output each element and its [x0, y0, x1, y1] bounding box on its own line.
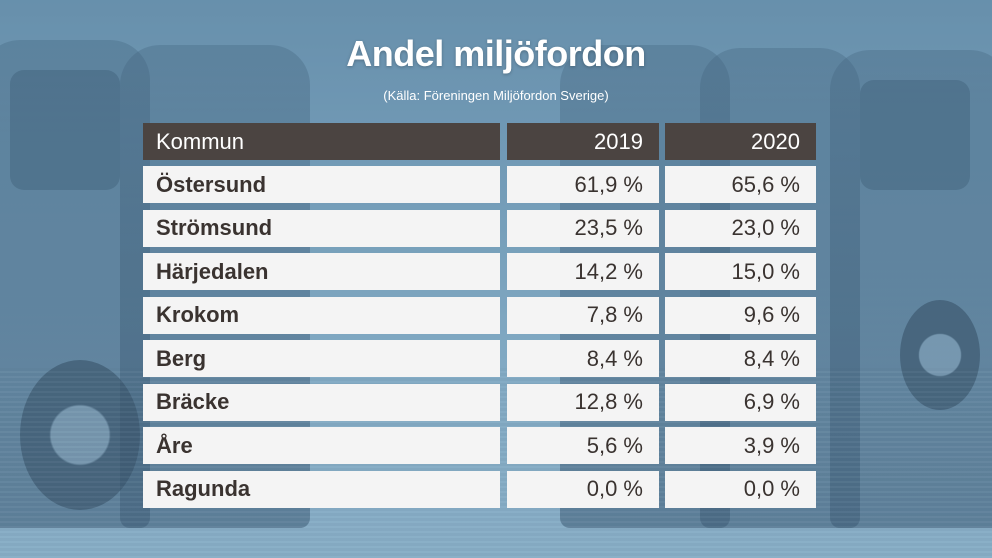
table-cell-kommun: Härjedalen	[143, 253, 500, 290]
car-silhouette	[830, 50, 992, 528]
table-cell-kommun: Bräcke	[143, 383, 500, 421]
car-window	[860, 80, 970, 190]
table-cell-value: 0,0 %	[665, 470, 816, 508]
column-header-2019: 2019	[507, 123, 659, 160]
chart-source: (Källa: Föreningen Miljöfordon Sverige)	[383, 88, 609, 103]
column-header-2020: 2020	[665, 123, 816, 160]
table-cell-value: 7,8 %	[507, 296, 659, 334]
table-cell-value: 12,8 %	[507, 383, 659, 421]
car-wheel	[20, 360, 140, 510]
table-cell-value: 23,0 %	[665, 209, 816, 247]
table-cell-kommun: Östersund	[143, 166, 500, 203]
column-header-kommun: Kommun	[143, 123, 500, 160]
table-cell-kommun: Åre	[143, 427, 500, 464]
table-cell-kommun: Berg	[143, 340, 500, 377]
table-cell-value: 23,5 %	[507, 209, 659, 247]
table-cell-value: 14,2 %	[507, 253, 659, 290]
table-cell-value: 3,9 %	[665, 427, 816, 464]
table-cell-value: 8,4 %	[665, 340, 816, 377]
table-cell-kommun: Krokom	[143, 296, 500, 334]
table-cell-value: 9,6 %	[665, 296, 816, 334]
table-cell-value: 15,0 %	[665, 253, 816, 290]
chart-title: Andel miljöfordon	[346, 33, 646, 74]
table-cell-value: 61,9 %	[507, 166, 659, 203]
table-cell-value: 8,4 %	[507, 340, 659, 377]
table-cell-value: 6,9 %	[665, 383, 816, 421]
table-cell-value: 0,0 %	[507, 470, 659, 508]
car-window	[10, 70, 120, 190]
table-cell-kommun: Ragunda	[143, 470, 500, 508]
table-cell-kommun: Strömsund	[143, 209, 500, 247]
table-cell-value: 5,6 %	[507, 427, 659, 464]
table-cell-value: 65,6 %	[665, 166, 816, 203]
car-wheel	[900, 300, 980, 410]
